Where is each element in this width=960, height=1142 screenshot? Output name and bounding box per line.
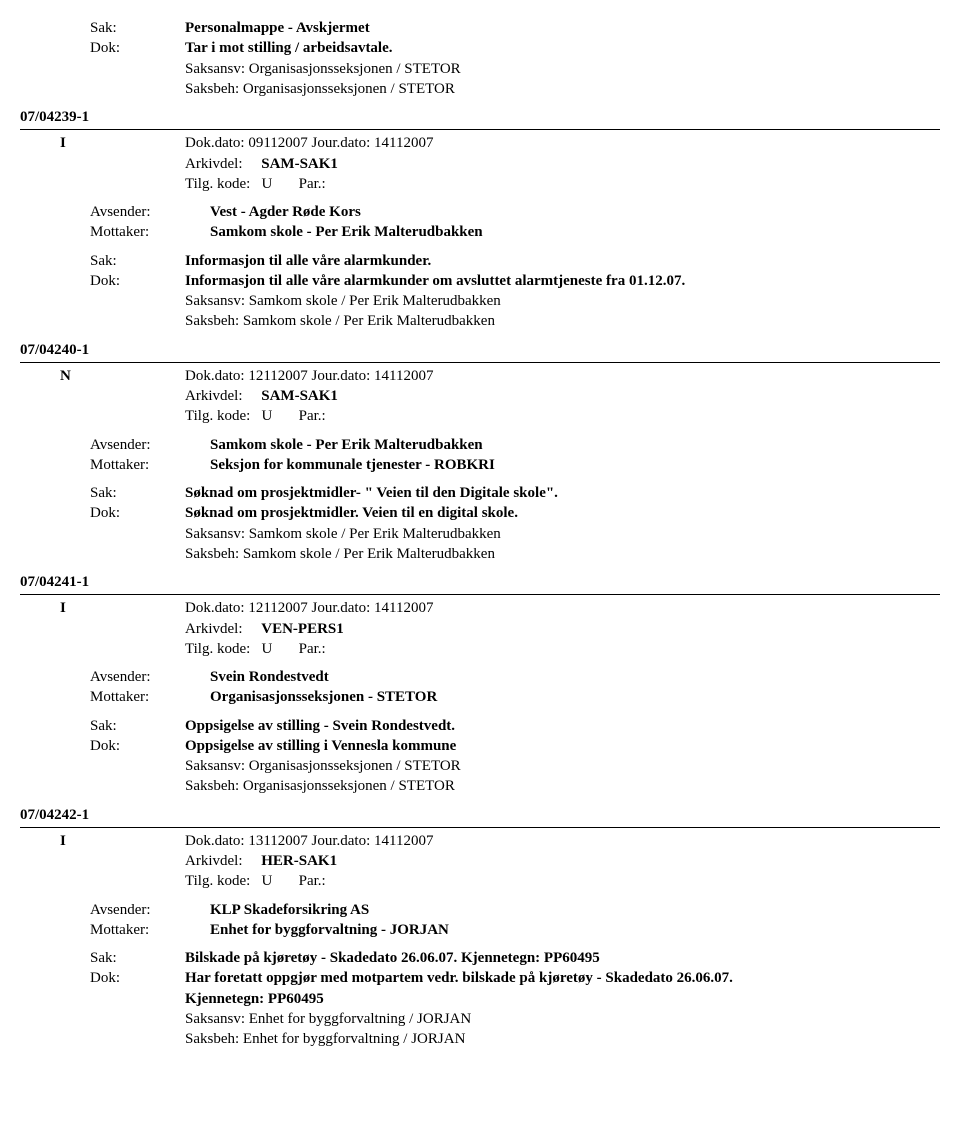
arkivdel-line: Arkivdel: HER-SAK1 [185, 851, 337, 871]
sak-value: Bilskade på kjøretøy - Skadedato 26.06.0… [185, 948, 940, 968]
mottaker-value: Organisasjonsseksjonen - STETOR [210, 687, 940, 707]
top-dok-value: Tar i mot stilling / arbeidsavtale. [185, 38, 940, 58]
dokdato-line: Dok.dato: 12112007 Jour.dato: 14112007 [100, 366, 940, 386]
dok-value: Søknad om prosjektmidler. Veien til en d… [185, 503, 940, 523]
saksbeh: Saksbeh: Samkom skole / Per Erik Malteru… [185, 544, 940, 564]
arkivdel-line: Arkivdel: VEN-PERS1 [185, 619, 344, 639]
divider [20, 827, 940, 828]
label-mottaker: Mottaker: [20, 687, 210, 707]
doc-letter: I [20, 598, 100, 618]
dok-value: Oppsigelse av stilling i Vennesla kommun… [185, 736, 940, 756]
label-dok: Dok: [20, 736, 185, 756]
entry-4: 07/04242-1 I Dok.dato: 13112007 Jour.dat… [20, 805, 940, 1050]
sak-value: Informasjon til alle våre alarmkunder. [185, 251, 940, 271]
avsender-value: Svein Rondestvedt [210, 667, 940, 687]
divider [20, 129, 940, 130]
saksansv: Saksansv: Samkom skole / Per Erik Malter… [185, 524, 940, 544]
divider [20, 594, 940, 595]
entry-1: 07/04239-1 I Dok.dato: 09112007 Jour.dat… [20, 107, 940, 332]
label-sak: Sak: [20, 251, 185, 271]
label-mottaker: Mottaker: [20, 920, 210, 940]
mottaker-value: Samkom skole - Per Erik Malterudbakken [210, 222, 940, 242]
dokdato-line: Dok.dato: 13112007 Jour.dato: 14112007 [100, 831, 940, 851]
dokdato-line: Dok.dato: 09112007 Jour.dato: 14112007 [100, 133, 940, 153]
avsender-value: KLP Skadeforsikring AS [210, 900, 940, 920]
entry-3: 07/04241-1 I Dok.dato: 12112007 Jour.dat… [20, 572, 940, 797]
saksbeh: Saksbeh: Organisasjonsseksjonen / STETOR [185, 776, 940, 796]
arkivdel-line: Arkivdel: SAM-SAK1 [185, 154, 338, 174]
sak-value: Søknad om prosjektmidler- " Veien til de… [185, 483, 940, 503]
saksansv: Saksansv: Samkom skole / Per Erik Malter… [185, 291, 940, 311]
top-header: Sak: Personalmappe - Avskjermet Dok: Tar… [20, 18, 940, 99]
saksbeh: Saksbeh: Enhet for byggforvaltning / JOR… [185, 1029, 940, 1049]
saksbeh: Saksbeh: Samkom skole / Per Erik Malteru… [185, 311, 940, 331]
label-avsender: Avsender: [20, 435, 210, 455]
top-sak-value: Personalmappe - Avskjermet [185, 18, 940, 38]
label-dok: Dok: [20, 968, 185, 988]
tilgkode-line: Tilg. kode: U Par.: [185, 871, 326, 891]
label-avsender: Avsender: [20, 202, 210, 222]
sak-value: Oppsigelse av stilling - Svein Rondestve… [185, 716, 940, 736]
top-saksansv: Saksansv: Organisasjonsseksjonen / STETO… [185, 59, 940, 79]
label-dok: Dok: [20, 38, 185, 58]
saksansv: Saksansv: Organisasjonsseksjonen / STETO… [185, 756, 940, 776]
avsender-value: Vest - Agder Røde Kors [210, 202, 940, 222]
dok-value: Informasjon til alle våre alarmkunder om… [185, 271, 940, 291]
doc-letter: N [20, 366, 100, 386]
label-dok: Dok: [20, 271, 185, 291]
label-avsender: Avsender: [20, 667, 210, 687]
arkivdel-line: Arkivdel: SAM-SAK1 [185, 386, 338, 406]
case-id: 07/04242-1 [20, 805, 185, 825]
tilgkode-line: Tilg. kode: U Par.: [185, 406, 326, 426]
tilgkode-line: Tilg. kode: U Par.: [185, 639, 326, 659]
label-sak: Sak: [20, 948, 185, 968]
saksansv: Saksansv: Enhet for byggforvaltning / JO… [185, 1009, 940, 1029]
case-id: 07/04240-1 [20, 340, 185, 360]
case-id: 07/04241-1 [20, 572, 185, 592]
label-mottaker: Mottaker: [20, 222, 210, 242]
label-sak: Sak: [20, 716, 185, 736]
mottaker-value: Enhet for byggforvaltning - JORJAN [210, 920, 940, 940]
divider [20, 362, 940, 363]
dokdato-line: Dok.dato: 12112007 Jour.dato: 14112007 [100, 598, 940, 618]
label-mottaker: Mottaker: [20, 455, 210, 475]
doc-letter: I [20, 831, 100, 851]
doc-letter: I [20, 133, 100, 153]
dok-value: Har foretatt oppgjør med motpartem vedr.… [185, 968, 940, 988]
tilgkode-line: Tilg. kode: U Par.: [185, 174, 326, 194]
label-dok: Dok: [20, 503, 185, 523]
case-id: 07/04239-1 [20, 107, 185, 127]
entry-2: 07/04240-1 N Dok.dato: 12112007 Jour.dat… [20, 340, 940, 565]
label-sak: Sak: [20, 18, 185, 38]
avsender-value: Samkom skole - Per Erik Malterudbakken [210, 435, 940, 455]
mottaker-value: Seksjon for kommunale tjenester - ROBKRI [210, 455, 940, 475]
top-saksbeh: Saksbeh: Organisasjonsseksjonen / STETOR [185, 79, 940, 99]
label-avsender: Avsender: [20, 900, 210, 920]
label-sak: Sak: [20, 483, 185, 503]
dok-line2: Kjennetegn: PP60495 [185, 989, 940, 1009]
